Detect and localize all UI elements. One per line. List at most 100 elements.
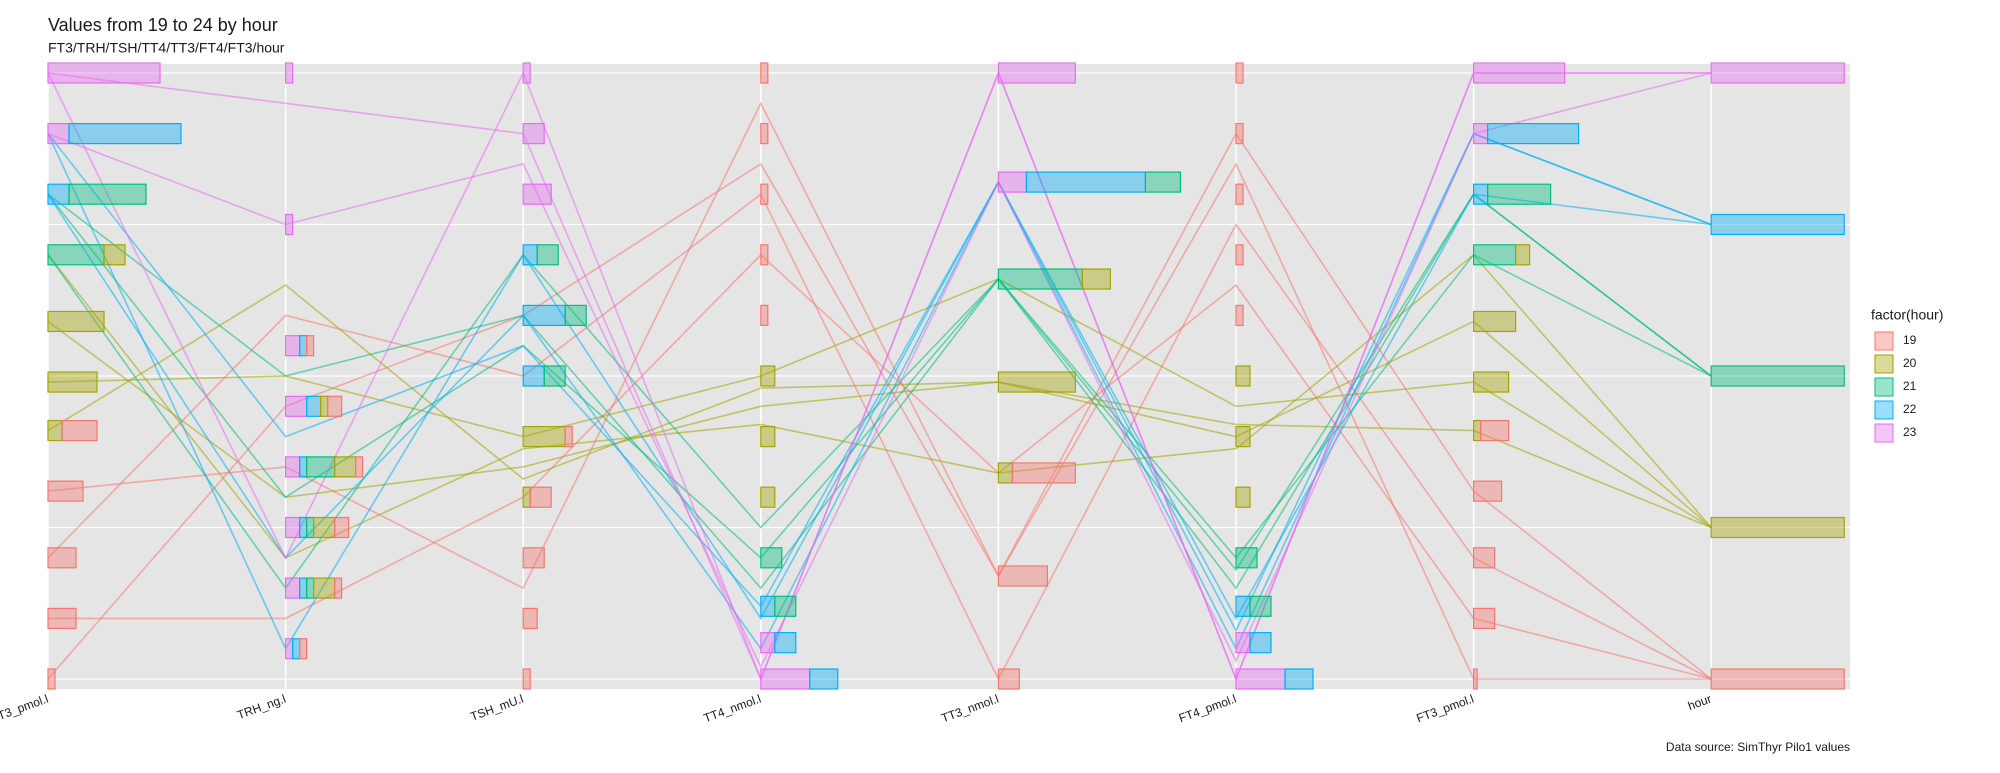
histogram-bar [47,419,63,442]
data-line [47,132,1712,651]
histogram-bar [47,480,84,502]
legend-swatch [1874,354,1894,374]
histogram-bar [1235,183,1244,205]
histogram-bar [68,122,182,145]
chart-title: Values from 19 to 24 by hour [48,15,278,35]
x-axis-label: FT3_pmol.l [0,692,50,726]
histogram-bar [299,335,308,357]
histogram-bar [760,244,769,266]
legend-label: 21 [1903,379,1917,393]
data-line [47,193,1712,572]
histogram-bar [1235,122,1244,145]
histogram-bar [285,395,308,417]
histogram-bar [1710,365,1845,387]
histogram-bar [522,668,531,690]
histogram-bar [1235,668,1286,690]
caption: Data source: SimThyr Pilo1 values [1666,740,1850,754]
histogram-bar [1472,607,1496,630]
histogram-bar [285,638,294,660]
data-line [47,284,1712,529]
histogram-bar [61,419,98,442]
histogram-bar [1235,365,1251,387]
histogram-bar [1235,304,1244,326]
histogram-bar [1472,419,1482,442]
data-line [47,253,1712,559]
histogram-bar [327,395,343,417]
histogram-bar [1710,668,1845,690]
data-line [47,162,1712,680]
histogram-bar [522,486,531,508]
histogram-bar [292,638,301,660]
histogram-bar [760,304,769,326]
histogram-bar [1472,480,1503,502]
histogram-bar [997,565,1049,587]
histogram-bar [997,171,1028,193]
histogram-bar [1144,171,1182,193]
x-axis-label: FT4_pmol.l [1177,692,1238,726]
data-line [47,101,1712,680]
x-axis-label: hour [1686,692,1713,713]
histogram-bar [1486,122,1580,145]
histogram-bar [522,62,531,84]
histogram-bar [299,638,308,660]
histogram-bar [1235,426,1251,448]
histogram-bar [760,595,776,617]
histogram-bar [334,516,350,539]
histogram-bar [355,456,364,478]
histogram-bar [299,577,308,599]
data-line [47,133,1712,621]
histogram-bar [47,244,105,266]
data-line [47,192,1712,681]
histogram-bar [522,607,538,630]
histogram-bar [313,577,336,599]
histogram-bar [1081,268,1112,290]
histogram-bar [299,456,308,478]
histogram-bar [522,244,538,266]
histogram-bar [1249,595,1272,617]
histogram-bar [1514,244,1531,266]
legend-swatch [1874,331,1894,351]
histogram-bar [68,183,147,205]
histogram-bar [760,486,776,508]
histogram-bar [1472,371,1510,393]
histogram-bar [47,371,98,393]
histogram-bar [522,304,566,326]
data-line [47,193,1712,590]
data-line [47,253,1712,590]
histogram-bar [1284,668,1314,690]
histogram-bar [1235,547,1258,569]
histogram-bar [313,516,336,539]
histogram-bar [306,335,315,357]
histogram-bar [1249,632,1272,654]
histogram-bar [306,516,315,539]
histogram-bar [522,122,545,145]
histogram-bar [1472,668,1478,690]
histogram-bar [760,122,769,145]
histogram-bar [285,516,301,539]
histogram-bar [47,547,77,569]
histogram-bar [306,577,315,599]
histogram-bar [760,62,769,84]
histogram-bar [809,668,839,690]
histogram-bar [543,365,566,387]
legend-swatch [1874,377,1894,397]
x-axis-label: TT4_nmol.l [702,692,763,726]
histogram-bar [285,335,301,357]
histogram-bar [1025,171,1147,193]
histogram-bar [997,462,1014,484]
histogram-bar [47,607,77,630]
histogram-bar [285,577,301,599]
legend-swatch [1874,400,1894,420]
histogram-bar [529,486,552,508]
histogram-bar [522,183,552,205]
histogram-bar [103,244,126,266]
legend-label: 19 [1903,333,1917,347]
histogram-bar [1472,183,1489,205]
histogram-bar [1235,244,1244,266]
histogram-bar [47,122,70,145]
histogram-bar [47,183,70,205]
x-axis-label: TRH_ng.l [235,692,287,722]
histogram-bar [1472,244,1517,266]
data-line [47,278,1712,529]
x-axis-label: TSH_mU.l [469,692,526,724]
